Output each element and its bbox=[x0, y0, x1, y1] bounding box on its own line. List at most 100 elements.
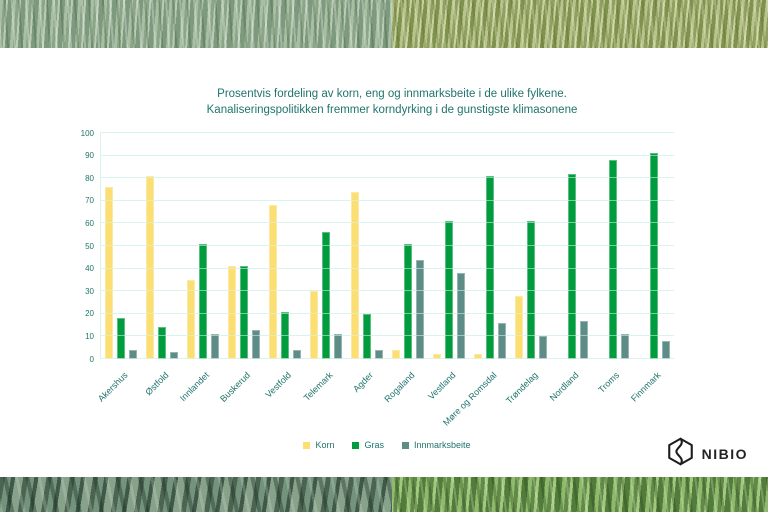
x-label-buskerud: Buskerud bbox=[218, 370, 253, 404]
x-label-vestfold: Vestfold bbox=[263, 370, 294, 400]
legend-swatch-korn bbox=[303, 441, 311, 449]
y-tick-label-80: 80 bbox=[85, 173, 94, 183]
x-label-finnmark: Finnmark bbox=[628, 370, 663, 404]
y-tick-label-20: 20 bbox=[85, 309, 94, 319]
chart-title-line2: Kanaliseringspolitikken fremmer korndyrk… bbox=[206, 104, 578, 116]
legend-item-gras: Gras bbox=[352, 440, 384, 450]
bar-innmarksbeite bbox=[169, 352, 178, 359]
legend-item-innmarksbeite: Innmarksbeite bbox=[402, 440, 471, 450]
meadow-grass-photo bbox=[392, 0, 768, 48]
x-label-ostfold: Østfold bbox=[143, 370, 171, 398]
bar-korn bbox=[391, 349, 400, 359]
bottom-photo-strip bbox=[0, 477, 768, 512]
gridline-overlay-90 bbox=[100, 154, 674, 156]
bar-group-6 bbox=[305, 133, 346, 359]
bar-korn bbox=[227, 266, 236, 359]
y-tick-label-30: 30 bbox=[85, 286, 94, 296]
y-tick-label-10: 10 bbox=[85, 331, 94, 341]
bar-gras bbox=[485, 175, 494, 359]
y-tick-label-50: 50 bbox=[85, 241, 94, 251]
bar-innmarksbeite bbox=[128, 349, 137, 359]
bar-gras bbox=[608, 160, 617, 359]
dark-leaves-photo bbox=[0, 477, 392, 512]
legend-swatch-gras bbox=[352, 441, 360, 449]
x-label-nordland: Nordland bbox=[547, 370, 581, 403]
bar-gras bbox=[239, 266, 248, 359]
legend-label-gras: Gras bbox=[364, 440, 384, 450]
bar-group-5 bbox=[264, 133, 305, 359]
x-label-vestland: Vestland bbox=[426, 370, 458, 402]
chart-legend: Korn Gras Innmarksbeite bbox=[100, 440, 674, 450]
wheat-field-photo bbox=[0, 0, 392, 48]
bar-gras bbox=[403, 243, 412, 359]
bar-gras bbox=[649, 153, 658, 359]
y-tick-label-40: 40 bbox=[85, 264, 94, 274]
bar-gras bbox=[321, 232, 330, 359]
bar-gras bbox=[116, 318, 125, 359]
bar-group-11 bbox=[510, 133, 551, 359]
plot-area: 0 10 20 30 40 50 60 70 80 90 100 bbox=[81, 129, 674, 364]
bar-gras bbox=[198, 243, 207, 359]
bar-innmarksbeite bbox=[661, 340, 670, 359]
bright-grass-photo bbox=[392, 477, 768, 512]
y-axis-line bbox=[100, 133, 101, 359]
bar-innmarksbeite bbox=[538, 336, 547, 359]
bar-innmarksbeite bbox=[292, 349, 301, 359]
bar-innmarksbeite bbox=[251, 329, 260, 359]
gridline-overlay-40 bbox=[100, 267, 674, 269]
bar-gras bbox=[526, 221, 535, 359]
bar-group-10 bbox=[469, 133, 510, 359]
bar-group-3 bbox=[182, 133, 223, 359]
bar-korn bbox=[350, 191, 359, 359]
bar-gras bbox=[444, 221, 453, 359]
x-label-innlandet: Innlandet bbox=[178, 370, 212, 404]
bar-gras bbox=[157, 327, 166, 359]
gridline-overlay-0 bbox=[100, 358, 674, 359]
chart-title-line1: Prosentvis fordeling av korn, eng og inn… bbox=[217, 88, 567, 100]
y-tick-label-70: 70 bbox=[85, 196, 94, 206]
bar-korn bbox=[432, 354, 441, 359]
x-label-trondelag: Trøndelag bbox=[503, 370, 540, 406]
bar-group-14 bbox=[633, 133, 674, 359]
bar-group-12 bbox=[551, 133, 592, 359]
x-label-telemark: Telemark bbox=[301, 370, 335, 403]
gridline-overlay-20 bbox=[100, 312, 674, 314]
y-tick-label-60: 60 bbox=[85, 218, 94, 228]
y-tick-label-100: 100 bbox=[80, 128, 94, 138]
bar-innmarksbeite bbox=[415, 259, 424, 359]
bar-group-4 bbox=[223, 133, 264, 359]
legend-label-innmarksbeite: Innmarksbeite bbox=[414, 440, 471, 450]
bar-group-7 bbox=[346, 133, 387, 359]
nibio-logo: NIBIO bbox=[667, 436, 748, 472]
gridline-overlay-100 bbox=[100, 132, 674, 133]
bar-group-1 bbox=[100, 133, 141, 359]
chart-title: Prosentvis fordeling av korn, eng og inn… bbox=[64, 86, 720, 118]
y-tick-label-90: 90 bbox=[85, 151, 94, 161]
bar-gras bbox=[362, 313, 371, 359]
bar-group-2 bbox=[141, 133, 182, 359]
gridline-overlay-30 bbox=[100, 290, 674, 292]
x-label-troms: Troms bbox=[596, 370, 622, 395]
bar-group-13 bbox=[592, 133, 633, 359]
x-axis-labels: Akershus Østfold Innlandet Buskerud Vestfold… bbox=[96, 362, 674, 434]
bar-innmarksbeite bbox=[374, 349, 383, 359]
bar-korn bbox=[145, 175, 154, 359]
bar-korn bbox=[309, 291, 318, 359]
nibio-logo-text: NIBIO bbox=[701, 446, 748, 462]
gridline-overlay-70 bbox=[100, 199, 674, 201]
bar-korn bbox=[514, 295, 523, 359]
bar-innmarksbeite bbox=[497, 322, 506, 359]
bar-korn bbox=[268, 205, 277, 359]
gridline-overlay-60 bbox=[100, 222, 674, 224]
gridline-overlay-50 bbox=[100, 245, 674, 246]
bar-gras bbox=[567, 173, 576, 359]
bar-group-8 bbox=[387, 133, 428, 359]
top-photo-strip bbox=[0, 0, 768, 48]
legend-item-korn: Korn bbox=[303, 440, 334, 450]
x-label-agder: Agder bbox=[351, 370, 376, 395]
legend-label-korn: Korn bbox=[315, 440, 335, 450]
bar-korn bbox=[186, 279, 195, 359]
bar-innmarksbeite bbox=[333, 334, 342, 359]
bar-innmarksbeite bbox=[579, 320, 588, 359]
